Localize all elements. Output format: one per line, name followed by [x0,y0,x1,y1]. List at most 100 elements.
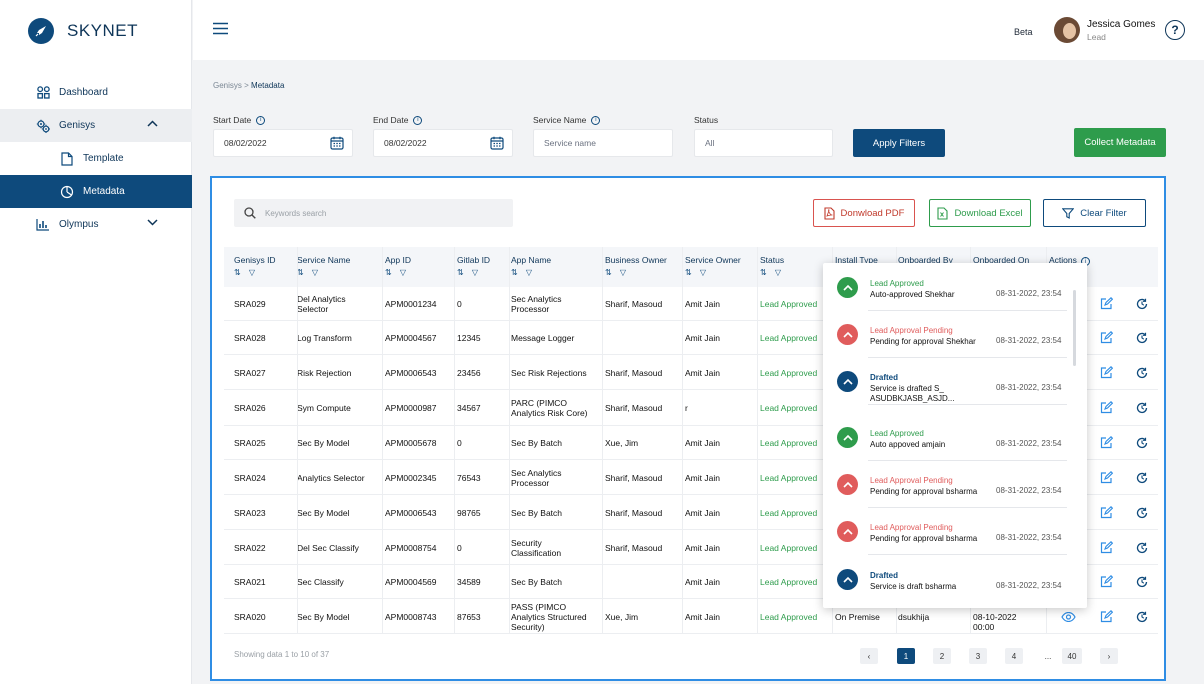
table-row[interactable]: SRA023 Sec By Model APM0006543 98765 Sec By … [224,495,1158,530]
column-header[interactable]: App Name ⇅ ▽ [511,255,551,277]
column-header[interactable]: Onboarded By [898,255,953,265]
calendar-icon[interactable] [330,136,344,152]
download-pdf-button[interactable]: Donwload PDF [813,199,915,227]
edit-icon[interactable] [1100,401,1114,416]
business-owner-cell: Xue, Jim [605,438,639,448]
status-select[interactable]: All [694,129,833,157]
app-logo[interactable]: SKYNET [28,18,138,44]
history-icon[interactable] [1136,472,1148,486]
sort-filter-icon[interactable]: ⇅ ▽ [385,268,410,277]
sort-filter-icon[interactable]: ⇅ ▽ [457,268,482,277]
app-name: SKYNET [67,21,139,40]
column-header[interactable]: Service Owner ⇅ ▽ [685,255,741,277]
edit-icon[interactable] [1100,505,1114,521]
column-header[interactable]: Onboarded On [973,255,1029,265]
gear-cluster-icon [36,119,50,133]
sidebar-item-metadata[interactable]: Metadata [0,175,192,208]
info-icon[interactable]: i [591,115,601,125]
sidebar-item-genisys[interactable]: Genisys [0,109,192,142]
column-header[interactable]: App ID ⇅ ▽ [385,255,411,277]
table-row[interactable]: SRA025 Sec By Model APM0005678 0 Sec By Batc… [224,426,1158,460]
column-header[interactable]: Business Owner ⇅ ▽ [605,255,667,277]
user-role: Lead [1087,32,1106,42]
history-icon[interactable] [1136,298,1148,312]
status-cell: Lead Approved [760,542,818,553]
collect-metadata-button[interactable]: Collect Metadata [1074,128,1166,157]
download-excel-button[interactable]: Download Excel [929,199,1031,227]
page-button[interactable]: 40 [1062,648,1082,664]
popup-scrollbar[interactable] [1073,290,1076,366]
sort-filter-icon[interactable]: ⇅ ▽ [297,268,322,277]
view-icon[interactable] [1061,611,1076,624]
table-row[interactable]: SRA021 Sec Classify APM0004569 34589 Sec By … [224,565,1158,599]
edit-icon[interactable] [1100,436,1114,451]
history-icon[interactable] [1136,542,1148,556]
sort-filter-icon[interactable]: ⇅ ▽ [605,268,630,277]
edit-icon[interactable] [1100,540,1114,556]
table-row[interactable]: SRA022 Del Sec Classify APM0008754 0 Securit… [224,530,1158,565]
table-row[interactable]: SRA020 Sec By Model APM0008743 87653 PASS (P… [224,599,1158,634]
history-icon[interactable] [1136,507,1148,521]
history-icon[interactable] [1136,611,1148,625]
column-header[interactable]: Genisys ID ⇅ ▽ [234,255,276,277]
end-date-label: End Date i [373,115,423,125]
sort-filter-icon[interactable]: ⇅ ▽ [234,268,259,277]
column-header[interactable]: Gitlab ID ⇅ ▽ [457,255,490,277]
apply-filters-button[interactable]: Apply Filters [853,129,945,157]
page-button[interactable]: 2 [933,648,951,664]
info-icon[interactable]: i [413,115,423,125]
table-row[interactable]: SRA026 Sym Compute APM0000987 34567 PARC (PI… [224,390,1158,426]
column-header[interactable]: Service Name ⇅ ▽ [297,255,350,277]
service-name-input[interactable]: Service name [533,129,673,157]
breadcrumb-root[interactable]: Genisys [213,81,242,90]
help-icon[interactable]: ? [1165,20,1185,40]
page-button[interactable]: 1 [897,648,915,664]
sidebar-item-olympus[interactable]: Olympus [0,208,192,241]
app-id-cell: APM0006543 [385,367,437,378]
business-owner-cell: Sharif, Masoud [605,542,663,553]
history-icon[interactable] [1136,437,1148,451]
sidebar-item-dashboard[interactable]: Dashboard [0,76,192,109]
edit-icon[interactable] [1100,470,1114,486]
page-button[interactable]: 4 [1005,648,1023,664]
end-date-field[interactable]: 08/02/2022 [373,129,513,157]
edit-icon[interactable] [1100,365,1114,381]
prev-page-button[interactable]: ‹ [860,648,878,664]
page-button[interactable]: 3 [969,648,987,664]
info-icon[interactable]: i [256,115,266,125]
history-icon[interactable] [1136,332,1148,346]
history-icon[interactable] [1136,367,1148,381]
sort-filter-icon[interactable]: ⇅ ▽ [685,268,710,277]
gitlab-id-cell: 0 [457,438,462,448]
hamburger-menu-icon[interactable] [213,22,228,37]
table-row[interactable]: SRA027 Risk Rejection APM0006543 23456 Sec R… [224,355,1158,390]
start-date-field[interactable]: 08/02/2022 [213,129,353,157]
breadcrumb: Genisys > Metadata [213,81,284,90]
edit-icon[interactable] [1100,297,1114,312]
chevron-up-icon[interactable] [147,119,158,130]
next-page-button[interactable]: › [1100,648,1118,664]
column-header[interactable]: Install Type [835,255,878,265]
sort-filter-icon[interactable]: ⇅ ▽ [511,268,536,277]
edit-icon[interactable] [1100,609,1114,625]
column-header[interactable]: Status ⇅ ▽ [760,255,784,277]
table-row[interactable]: SRA029 Del Analytics Selector APM0001234 0 S… [224,287,1158,321]
keyword-search-input[interactable]: Keywords search [234,199,513,227]
service-name-cell: Risk Rejection [297,367,352,378]
gitlab-id-cell: 76543 [457,472,481,483]
calendar-icon[interactable] [490,136,504,152]
genisys-id-cell: SRA028 [234,333,266,343]
chevron-up-circle-icon [837,277,858,298]
clear-filter-button[interactable]: Clear Filter [1043,199,1146,227]
history-icon[interactable] [1136,402,1148,416]
sort-filter-icon[interactable]: ⇅ ▽ [760,268,785,277]
edit-icon[interactable] [1100,331,1114,346]
table-row[interactable]: SRA024 Analytics Selector APM0002345 76543 S… [224,460,1158,495]
history-icon[interactable] [1136,576,1148,590]
sidebar-item-template[interactable]: Template [0,142,192,175]
avatar[interactable] [1054,17,1080,43]
divider [868,310,1067,311]
edit-icon[interactable] [1100,575,1114,590]
chevron-down-icon[interactable] [147,218,158,229]
table-row[interactable]: SRA028 Log Transform APM0004567 12345 Messag… [224,321,1158,355]
